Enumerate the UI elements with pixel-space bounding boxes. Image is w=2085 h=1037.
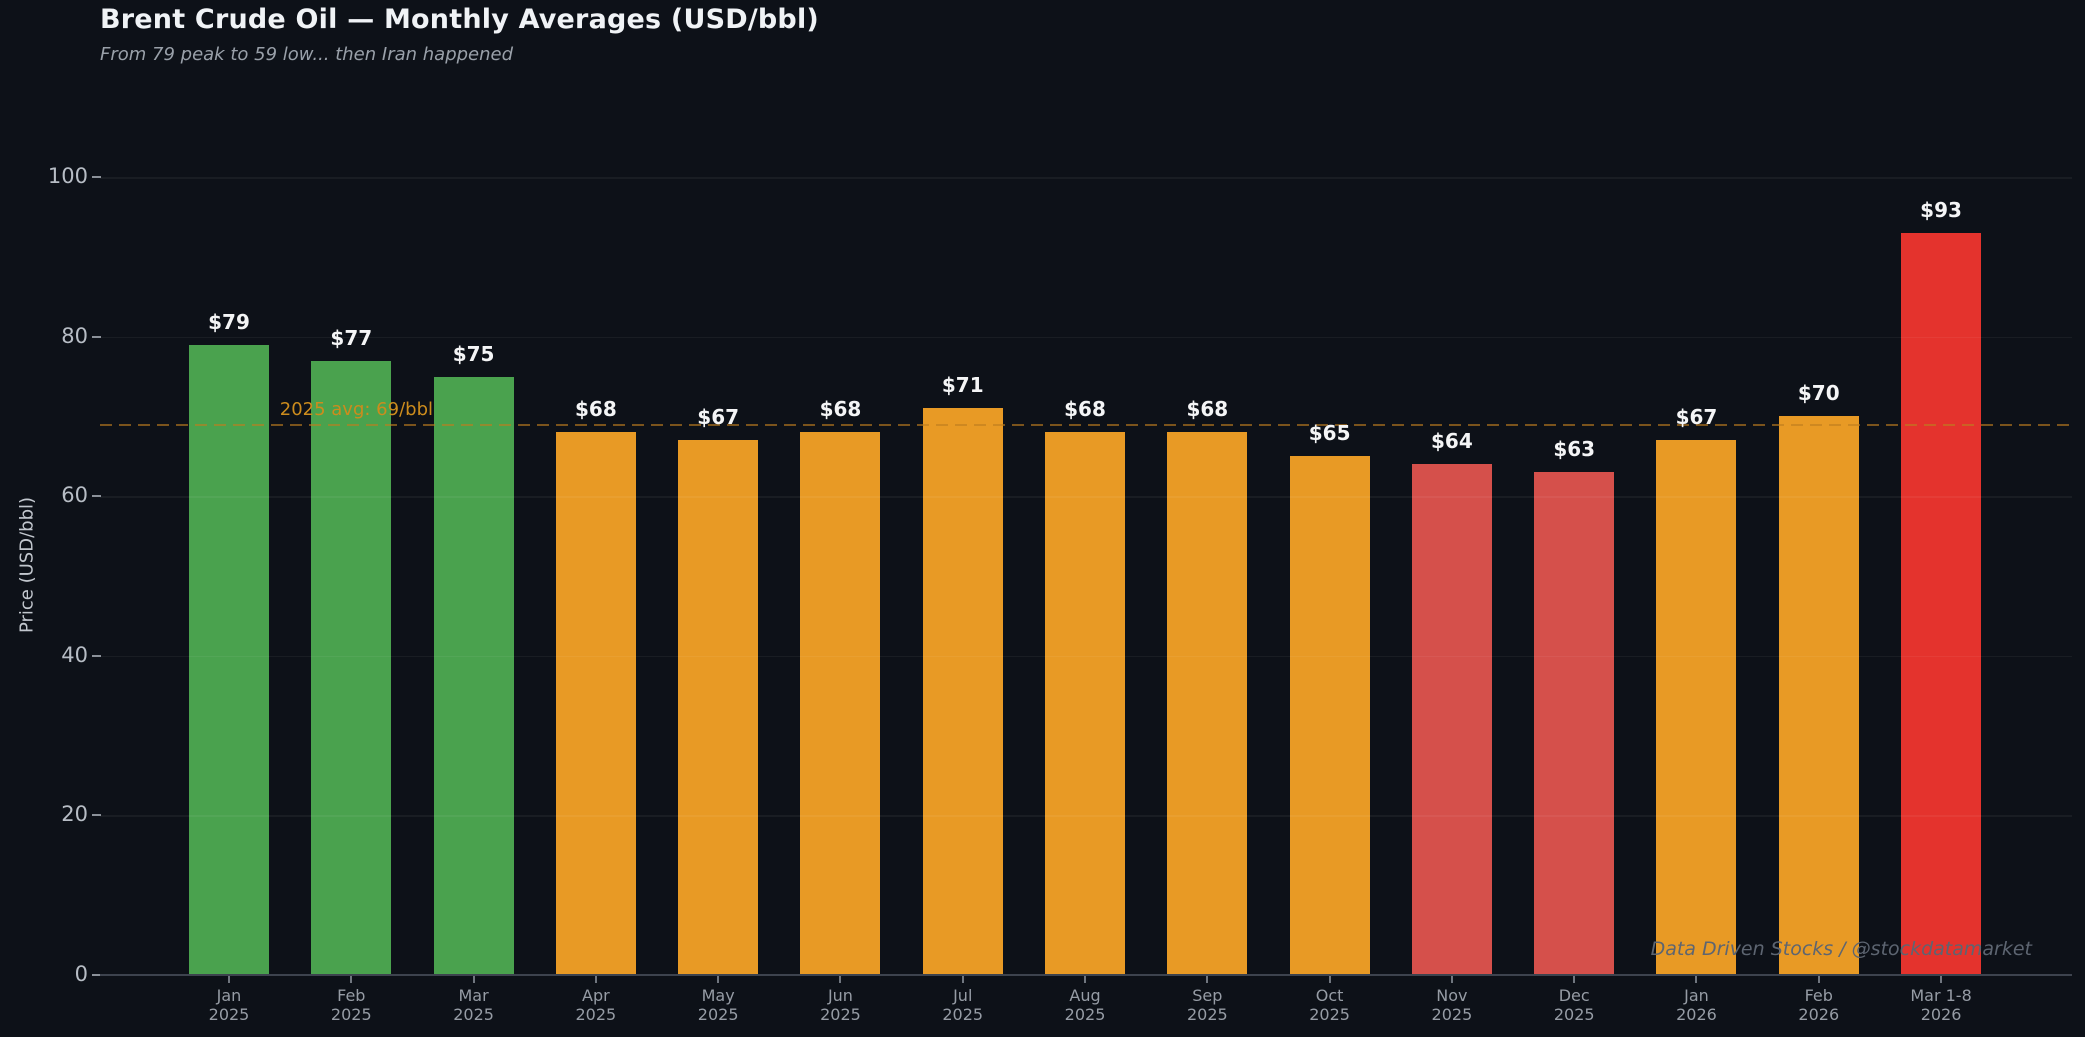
x-tick-label-jul-2025: Jul 2025: [942, 986, 984, 1024]
chart-title: Brent Crude Oil — Monthly Averages (USD/…: [100, 4, 819, 35]
y-tick-label-80: 80: [61, 323, 88, 348]
bar-value-label-apr-2025: $68: [574, 397, 617, 422]
x-tick-mark-sep-2025: [1206, 976, 1209, 983]
chart-subtitle: From 79 peak to 59 low... then Iran happ…: [100, 44, 514, 65]
bar-jun-2025: [800, 432, 881, 975]
x-tick-mark-jan-2025: [228, 976, 230, 983]
x-tick-mark-aug-2025: [1084, 976, 1087, 983]
y-tick-label-20: 20: [61, 802, 88, 827]
bar-may-2025: [678, 440, 759, 975]
x-tick-mark-feb-2026: [1817, 976, 1820, 983]
bar-value-label-mar-2025: $75: [452, 341, 495, 366]
y-tick-mark-100: [92, 176, 101, 178]
x-tick-label-oct-2025: Oct 2025: [1309, 986, 1350, 1024]
x-tick-mark-mar-2025: [472, 976, 475, 983]
x-tick-mark-may-2025: [717, 976, 720, 983]
x-tick-label-mar-1-8-2026: Mar 1-8 2026: [1910, 986, 1972, 1024]
x-tick-label-apr-2025: Apr 2025: [575, 986, 617, 1024]
bar-value-label-aug-2025: $68: [1064, 397, 1106, 422]
x-tick-label-mar-2025: Mar 2025: [453, 986, 494, 1024]
x-tick-mark-jan-2026: [1695, 976, 1698, 983]
average-line-label: 2025 avg: 69/bbl: [279, 399, 433, 421]
watermark-credit: Data Driven Stocks / @stockdatamarket: [1650, 938, 2032, 960]
x-tick-label-feb-2026: Feb 2026: [1798, 986, 1840, 1024]
gridline-40: [100, 655, 2072, 658]
x-tick-mark-mar-1-8-2026: [1940, 976, 1943, 983]
x-tick-label-sep-2025: Sep 2025: [1186, 986, 1228, 1024]
bar-value-label-oct-2025: $65: [1308, 421, 1351, 446]
y-tick-label-40: 40: [61, 642, 88, 667]
bar-mar-2025: [433, 376, 514, 975]
average-line: [100, 424, 2072, 427]
bar-value-label-mar-1-8-2026: $93: [1920, 197, 1962, 222]
y-tick-mark-40: [92, 654, 101, 657]
x-tick-label-jun-2025: Jun 2025: [820, 986, 861, 1024]
gridline-60: [100, 496, 2072, 498]
bar-dec-2025: [1534, 472, 1615, 975]
y-tick-mark-20: [92, 814, 101, 817]
x-tick-mark-jun-2025: [839, 976, 842, 983]
y-axis-label: Price (USD/bbl): [16, 496, 38, 634]
bar-feb-2026: [1778, 416, 1859, 975]
y-tick-label-60: 60: [61, 483, 88, 508]
bar-value-label-feb-2025: $77: [330, 325, 373, 350]
x-tick-label-jan-2026: Jan 2026: [1676, 986, 1717, 1024]
bar-value-label-jan-2026: $67: [1675, 405, 1718, 430]
y-tick-mark-80: [92, 335, 101, 338]
x-tick-label-jan-2025: Jan 2025: [208, 986, 250, 1024]
gridline-100: [100, 177, 2072, 179]
gridline-20: [100, 815, 2072, 817]
bar-aug-2025: [1045, 432, 1126, 975]
bar-nov-2025: [1411, 464, 1492, 975]
x-tick-mark-apr-2025: [594, 976, 597, 983]
y-tick-mark-0: [92, 974, 101, 976]
bar-value-label-sep-2025: $68: [1186, 397, 1229, 422]
bar-mar-1-8-2026: [1901, 232, 1982, 975]
bar-value-label-feb-2026: $70: [1797, 381, 1840, 406]
bar-value-label-dec-2025: $63: [1553, 437, 1596, 462]
x-tick-label-may-2025: May 2025: [697, 986, 739, 1024]
x-tick-mark-oct-2025: [1328, 976, 1331, 983]
bar-sep-2025: [1167, 432, 1248, 975]
bar-jan-2026: [1656, 440, 1737, 975]
bar-feb-2025: [311, 360, 392, 975]
bar-value-label-nov-2025: $64: [1431, 429, 1473, 454]
x-tick-mark-feb-2025: [350, 976, 353, 983]
bar-value-label-jun-2025: $68: [819, 397, 862, 422]
x-axis-line: [100, 974, 2072, 976]
x-tick-label-dec-2025: Dec 2025: [1553, 986, 1595, 1024]
bar-value-label-jul-2025: $71: [941, 373, 984, 398]
bar-value-label-jan-2025: $79: [208, 309, 250, 334]
gridline-80: [100, 336, 2072, 339]
bar-jul-2025: [922, 408, 1003, 975]
bar-jan-2025: [189, 344, 269, 975]
y-tick-mark-60: [92, 495, 101, 498]
y-tick-label-100: 100: [47, 164, 88, 188]
x-tick-mark-nov-2025: [1450, 976, 1453, 983]
x-tick-mark-jul-2025: [961, 976, 964, 983]
bar-apr-2025: [555, 432, 636, 975]
y-tick-label-0: 0: [74, 962, 88, 986]
x-tick-label-feb-2025: Feb 2025: [330, 986, 372, 1024]
bar-value-label-may-2025: $67: [697, 405, 740, 430]
x-tick-label-aug-2025: Aug 2025: [1064, 986, 1106, 1024]
bar-oct-2025: [1289, 456, 1370, 975]
x-tick-mark-dec-2025: [1573, 976, 1576, 983]
x-tick-label-nov-2025: Nov 2025: [1431, 986, 1473, 1024]
